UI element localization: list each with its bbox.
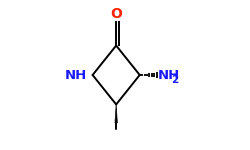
Text: O: O	[110, 7, 122, 21]
Text: 2: 2	[171, 75, 178, 86]
Text: NH: NH	[65, 69, 88, 82]
Polygon shape	[115, 104, 117, 123]
Text: NH: NH	[158, 69, 180, 82]
